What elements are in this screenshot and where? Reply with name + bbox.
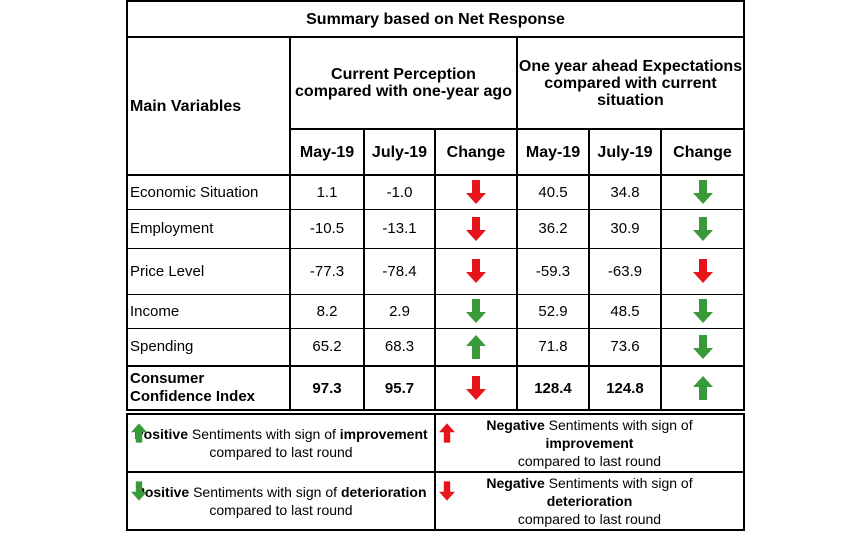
current-july-value: -1.0 [363,174,436,210]
cci-current-july: 95.7 [363,365,436,411]
ahead-july-value: 73.6 [588,327,662,367]
legend-arrow-icon [439,481,455,501]
current-may-value: 1.1 [289,174,365,210]
legend-item: Negative Sentiments with sign of improve… [434,413,745,473]
current-change [434,208,518,249]
current-july-value: 68.3 [363,327,436,367]
change-arrow-icon [692,180,713,205]
change-arrow-icon [466,259,486,283]
ahead-change [660,208,745,249]
change-arrow-icon [466,216,486,241]
row-label: Spending [126,327,291,367]
one-year-ahead-header: One year ahead Expectations compared wit… [516,36,745,130]
ahead-change [660,247,745,295]
ahead-july-value: 48.5 [588,293,662,329]
legend-table: Positive Sentiments with sign of improve… [126,413,745,531]
ahead-may-value: 36.2 [516,208,590,249]
cci-label: Consumer Confidence Index [126,365,291,411]
cci-current-change [434,365,518,411]
legend: Positive Sentiments with sign of improve… [126,413,745,531]
current-change [434,293,518,329]
row-label: Economic Situation [126,174,291,210]
summary-table: Summary based on Net Response Main Varia… [126,0,745,411]
change-arrow-icon [466,376,486,400]
legend-arrow-icon [439,423,455,443]
table-title: Summary based on Net Response [126,0,745,38]
change-arrow-icon [466,299,486,323]
legend-item: Negative Sentiments with sign of deterio… [434,471,745,531]
current-july-value: 2.9 [363,293,436,329]
table-row: Price Level -77.3 -78.4 -59.3 -63.9 [126,247,745,295]
ahead-may-value: 40.5 [516,174,590,210]
change-arrow-icon [692,216,713,241]
main-variables-header: Main Variables [126,36,291,176]
change-arrow-icon [692,334,713,359]
sub-header: July-19 [588,128,662,176]
row-label: Price Level [126,247,291,295]
ahead-change [660,327,745,367]
change-arrow-icon [692,259,713,283]
current-may-value: -10.5 [289,208,365,249]
table-row: Employment -10.5 -13.1 36.2 30.9 [126,208,745,249]
ahead-may-value: -59.3 [516,247,590,295]
sub-header: Change [660,128,745,176]
ahead-july-value: -63.9 [588,247,662,295]
current-may-value: 8.2 [289,293,365,329]
ahead-change [660,293,745,329]
table-row: Income 8.2 2.9 52.9 48.5 [126,293,745,329]
current-july-value: -78.4 [363,247,436,295]
cci-ahead-july: 124.8 [588,365,662,411]
current-change [434,327,518,367]
summary-table-container: Summary based on Net Response Main Varia… [126,0,745,411]
current-change [434,174,518,210]
ahead-july-value: 30.9 [588,208,662,249]
ahead-may-value: 52.9 [516,293,590,329]
change-arrow-icon [692,376,713,400]
current-may-value: 65.2 [289,327,365,367]
row-label: Employment [126,208,291,249]
sub-header: May-19 [289,128,365,176]
current-july-value: -13.1 [363,208,436,249]
change-arrow-icon [466,334,486,359]
row-label: Income [126,293,291,329]
sub-header: Change [434,128,518,176]
table-row: Economic Situation 1.1 -1.0 40.5 34.8 [126,174,745,210]
sub-header: May-19 [516,128,590,176]
current-change [434,247,518,295]
cci-current-may: 97.3 [289,365,365,411]
legend-item: Positive Sentiments with sign of deterio… [126,471,436,531]
legend-arrow-icon [131,481,147,501]
sub-header: July-19 [363,128,436,176]
legend-arrow-icon [131,423,147,443]
ahead-change [660,174,745,210]
change-arrow-icon [466,180,486,205]
cci-row: Consumer Confidence Index 97.3 95.7 128.… [126,365,745,411]
ahead-july-value: 34.8 [588,174,662,210]
table-row: Spending 65.2 68.3 71.8 73.6 [126,327,745,367]
legend-item: Positive Sentiments with sign of improve… [126,413,436,473]
current-may-value: -77.3 [289,247,365,295]
cci-ahead-may: 128.4 [516,365,590,411]
change-arrow-icon [692,299,713,323]
current-perception-header: Current Perception compared with one-yea… [289,36,518,130]
ahead-may-value: 71.8 [516,327,590,367]
cci-ahead-change [660,365,745,411]
